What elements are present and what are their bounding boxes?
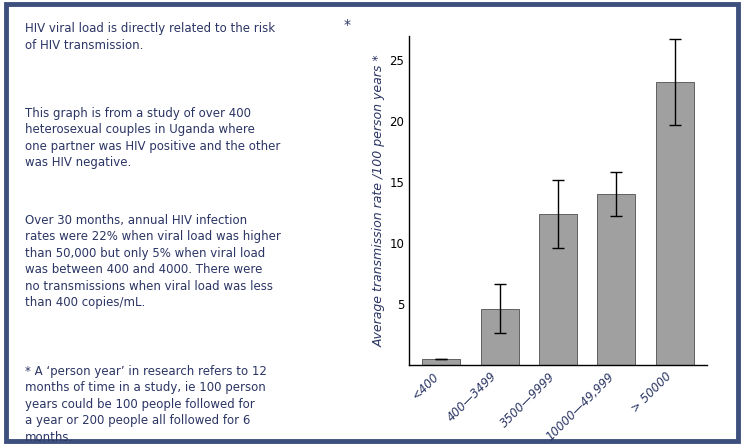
Y-axis label: Average transmission rate /100 person years *: Average transmission rate /100 person ye… — [372, 54, 385, 347]
Text: HIV viral load is directly related to the risk
of HIV transmission.: HIV viral load is directly related to th… — [25, 22, 275, 52]
Bar — [597, 194, 635, 365]
Text: Over 30 months, annual HIV infection
rates were 22% when viral load was higher
t: Over 30 months, annual HIV infection rat… — [25, 214, 281, 309]
Bar — [655, 82, 693, 365]
Text: *: * — [344, 18, 350, 32]
Bar — [423, 359, 461, 365]
Text: This graph is from a study of over 400
heterosexual couples in Uganda where
one : This graph is from a study of over 400 h… — [25, 107, 280, 169]
Bar — [539, 214, 577, 365]
Bar — [481, 309, 519, 365]
Text: * A ‘person year’ in research refers to 12
months of time in a study, ie 100 per: * A ‘person year’ in research refers to … — [25, 365, 267, 444]
